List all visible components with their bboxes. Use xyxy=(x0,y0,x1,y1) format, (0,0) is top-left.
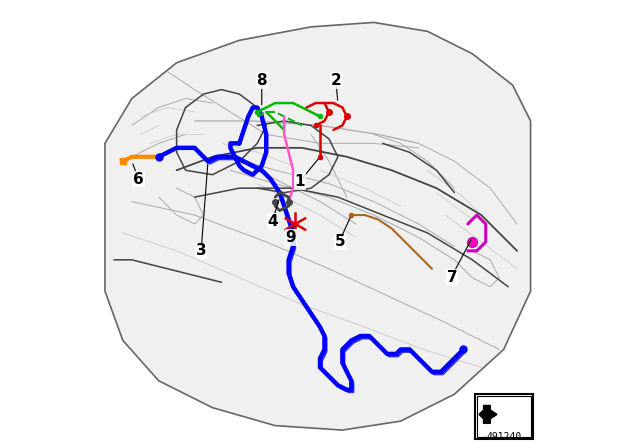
Text: 3: 3 xyxy=(196,243,207,258)
Text: 4: 4 xyxy=(268,214,278,229)
Bar xyxy=(477,396,531,437)
Text: 1: 1 xyxy=(294,174,305,189)
Text: 7: 7 xyxy=(447,270,458,285)
Text: 6: 6 xyxy=(133,172,144,187)
Text: 5: 5 xyxy=(335,234,346,250)
Polygon shape xyxy=(479,405,497,423)
Text: 2: 2 xyxy=(330,73,341,88)
Bar xyxy=(475,394,532,439)
Text: 8: 8 xyxy=(257,73,267,88)
Text: 491240: 491240 xyxy=(486,432,522,442)
Polygon shape xyxy=(105,22,531,430)
Text: 9: 9 xyxy=(285,230,296,245)
